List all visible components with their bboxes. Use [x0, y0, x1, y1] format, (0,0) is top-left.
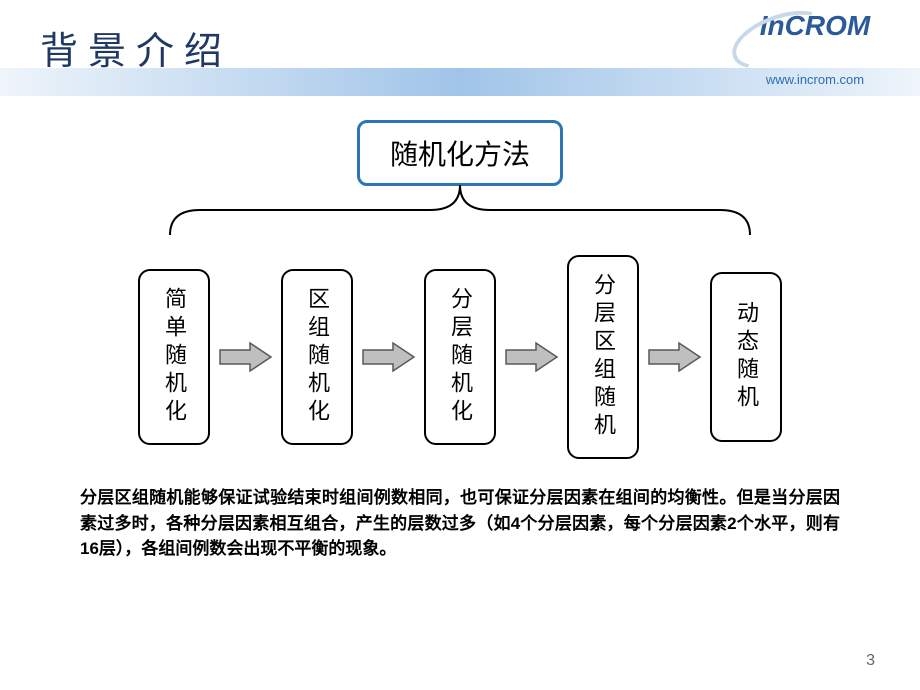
logo-url: www.incrom.com [740, 72, 890, 87]
node-dynamic-random: 动态随机 [710, 272, 782, 442]
arrow-icon [218, 341, 273, 373]
node-simple-random: 简单随机化 [138, 269, 210, 445]
main-method-box: 随机化方法 [357, 120, 563, 186]
page-title: 背景介绍 [40, 20, 232, 75]
header: 背景介绍 InCROM www.incrom.com [0, 0, 920, 100]
arrow-icon [504, 341, 559, 373]
logo: InCROM [740, 10, 890, 70]
node-stratified-block-random: 分层区组随机 [567, 255, 639, 459]
arrow-icon [647, 341, 702, 373]
node-stratified-random: 分层随机化 [424, 269, 496, 445]
logo-area: InCROM www.incrom.com [740, 10, 890, 87]
brace-icon [160, 180, 760, 240]
body-paragraph: 分层区组随机能够保证试验结束时组间例数相同，也可保证分层因素在组间的均衡性。但是… [80, 485, 840, 562]
node-block-random: 区组随机化 [281, 269, 353, 445]
page-number: 3 [866, 652, 875, 670]
arrow-icon [361, 341, 416, 373]
node-row: 简单随机化 区组随机化 分层随机化 分层区组随机 动态随机 [0, 255, 920, 459]
